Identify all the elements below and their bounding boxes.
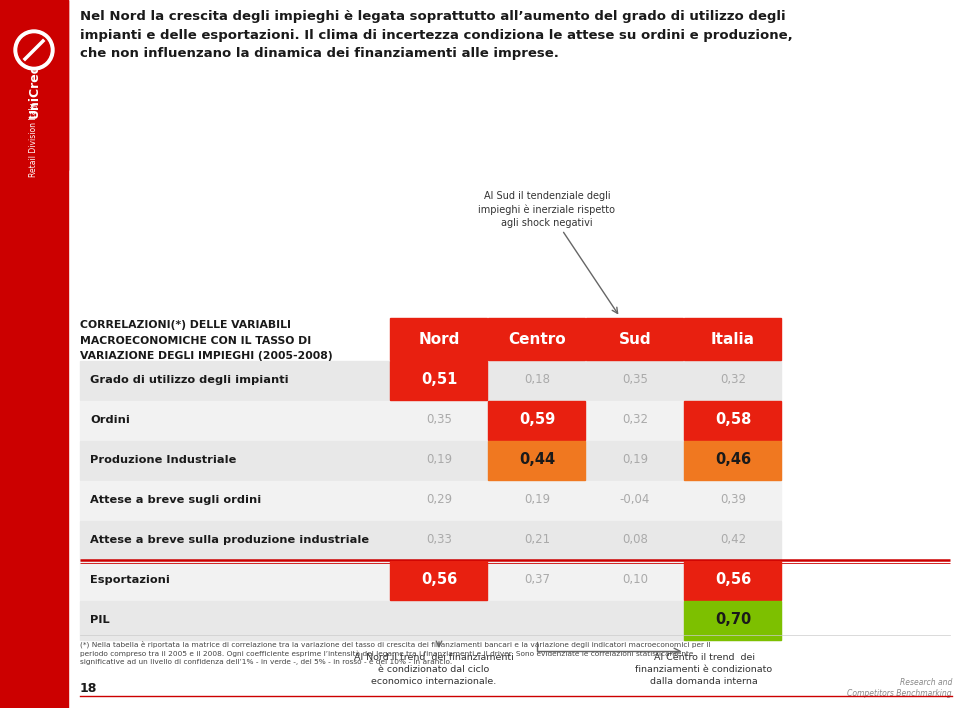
Circle shape bbox=[18, 34, 50, 66]
Text: Centro: Centro bbox=[508, 331, 565, 346]
Text: 0,18: 0,18 bbox=[524, 374, 550, 387]
Bar bbox=[80, 401, 781, 440]
Bar bbox=[488, 401, 585, 440]
Text: 0,51: 0,51 bbox=[420, 372, 457, 387]
Text: Attese a breve sugli ordini: Attese a breve sugli ordini bbox=[90, 495, 261, 505]
Bar bbox=[684, 318, 781, 360]
Text: Al Sud il tendenziale degli
impieghi è inerziale rispetto
agli shock negativi: Al Sud il tendenziale degli impieghi è i… bbox=[478, 191, 615, 228]
Text: 0,10: 0,10 bbox=[622, 573, 648, 586]
Text: 0,70: 0,70 bbox=[715, 612, 751, 627]
Text: Nel Nord la crescita degli impieghi è legata soprattutto all’aumento del grado d: Nel Nord la crescita degli impieghi è le… bbox=[80, 10, 793, 60]
Text: 0,56: 0,56 bbox=[715, 573, 751, 588]
Text: 0,29: 0,29 bbox=[426, 493, 452, 506]
Text: 0,42: 0,42 bbox=[720, 534, 746, 547]
Text: 0,19: 0,19 bbox=[524, 493, 550, 506]
Text: Produzione Industriale: Produzione Industriale bbox=[90, 455, 236, 465]
Text: Esportazioni: Esportazioni bbox=[90, 575, 170, 585]
Bar bbox=[80, 601, 781, 640]
Text: 0,39: 0,39 bbox=[720, 493, 746, 506]
Bar bbox=[390, 561, 487, 600]
Text: Ordini: Ordini bbox=[90, 415, 130, 425]
Text: 0,56: 0,56 bbox=[420, 573, 457, 588]
Text: 0,32: 0,32 bbox=[720, 374, 746, 387]
Text: 0,35: 0,35 bbox=[622, 374, 648, 387]
Text: Al Nord il trend  dei finanziamenti
è condizionato dal ciclo
economico internazi: Al Nord il trend dei finanziamenti è con… bbox=[354, 653, 514, 685]
Text: 0,19: 0,19 bbox=[622, 454, 648, 467]
Bar bbox=[684, 601, 781, 640]
Text: PIL: PIL bbox=[90, 615, 109, 625]
Text: 0,37: 0,37 bbox=[524, 573, 550, 586]
Text: 0,44: 0,44 bbox=[519, 452, 555, 467]
Text: 0,32: 0,32 bbox=[622, 413, 648, 426]
Bar bbox=[80, 521, 781, 560]
Text: Retail Division Italy: Retail Division Italy bbox=[30, 103, 38, 177]
Text: CORRELAZIONI(*) DELLE VARIABILI
MACROECONOMICHE CON IL TASSO DI
VARIAZIONE DEGLI: CORRELAZIONI(*) DELLE VARIABILI MACROECO… bbox=[80, 320, 332, 361]
Text: Grado di utilizzo degli impianti: Grado di utilizzo degli impianti bbox=[90, 375, 289, 385]
Bar bbox=[684, 401, 781, 440]
Text: 0,21: 0,21 bbox=[524, 534, 550, 547]
Bar bbox=[390, 318, 487, 360]
Bar bbox=[0, 0, 68, 708]
Text: Sud: Sud bbox=[618, 331, 651, 346]
Circle shape bbox=[14, 30, 54, 70]
Bar bbox=[488, 441, 585, 480]
Bar bbox=[586, 318, 683, 360]
Text: Al Centro il trend  dei
finanziamenti è condizionato
dalla domanda interna: Al Centro il trend dei finanziamenti è c… bbox=[636, 653, 773, 685]
Text: 18: 18 bbox=[80, 682, 97, 695]
Text: 0,58: 0,58 bbox=[715, 413, 751, 428]
Text: 0,59: 0,59 bbox=[518, 413, 555, 428]
Text: 0,33: 0,33 bbox=[426, 534, 452, 547]
Bar bbox=[390, 361, 487, 400]
Text: Nord: Nord bbox=[419, 331, 460, 346]
Bar bbox=[684, 561, 781, 600]
Bar bbox=[80, 561, 781, 600]
Text: Attese a breve sulla produzione industriale: Attese a breve sulla produzione industri… bbox=[90, 535, 370, 545]
Bar bbox=[80, 481, 781, 520]
Bar bbox=[0, 0, 68, 170]
Text: UniCredit: UniCredit bbox=[28, 52, 40, 118]
Bar bbox=[684, 441, 781, 480]
Text: (*) Nella tabella è riportata la matrice di correlazione tra la variazione del t: (*) Nella tabella è riportata la matrice… bbox=[80, 640, 710, 666]
Text: Italia: Italia bbox=[711, 331, 755, 346]
Text: 0,35: 0,35 bbox=[426, 413, 452, 426]
Bar bbox=[80, 361, 781, 400]
Text: 0,46: 0,46 bbox=[715, 452, 751, 467]
Text: 0,08: 0,08 bbox=[622, 534, 648, 547]
Bar bbox=[80, 441, 781, 480]
Bar bbox=[488, 318, 585, 360]
Text: Research and
Competitors Benchmarking: Research and Competitors Benchmarking bbox=[848, 678, 952, 697]
Text: -0,04: -0,04 bbox=[620, 493, 650, 506]
Text: 0,19: 0,19 bbox=[426, 454, 452, 467]
